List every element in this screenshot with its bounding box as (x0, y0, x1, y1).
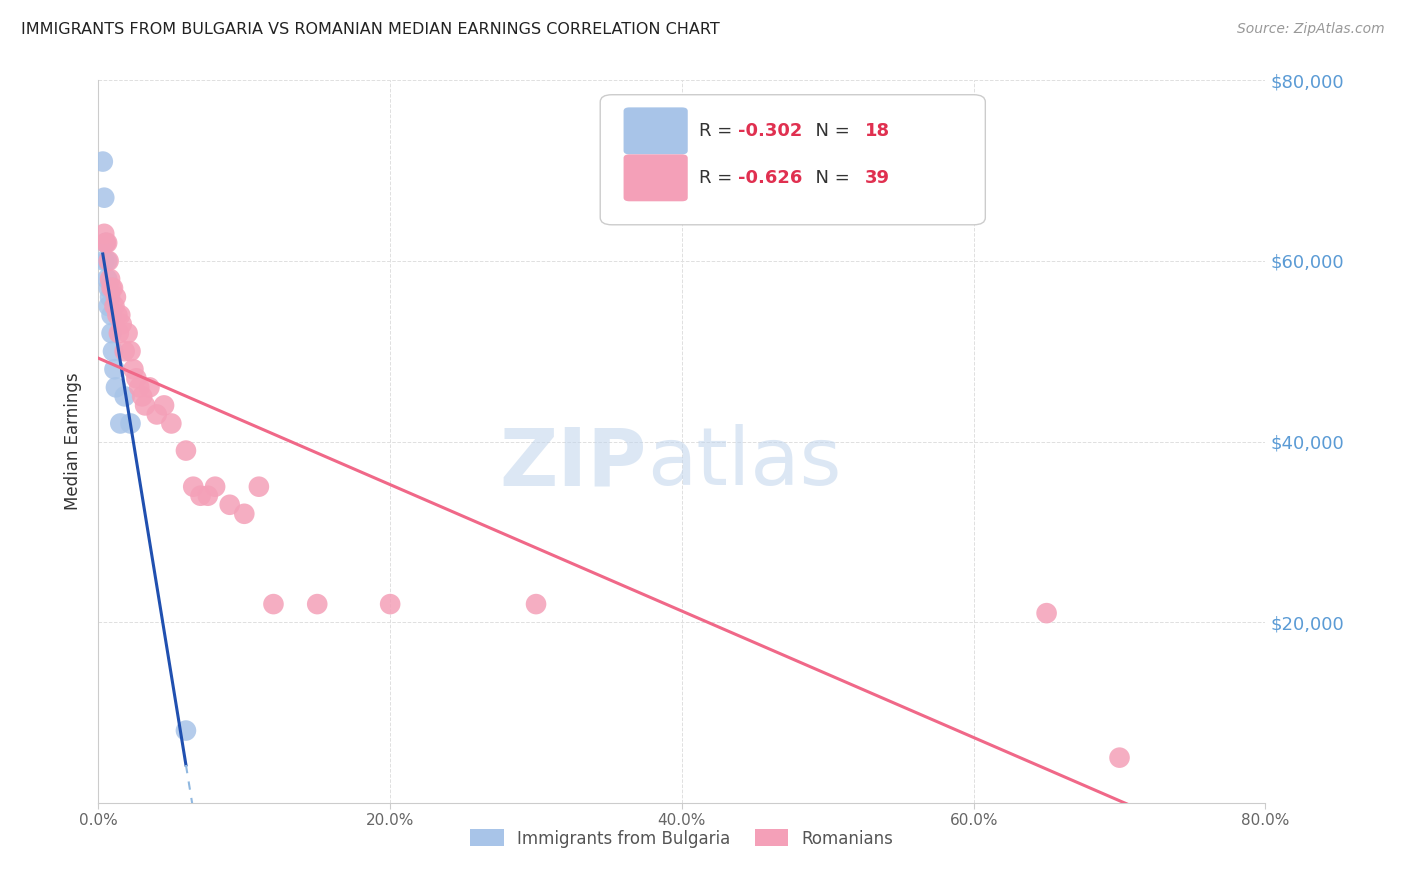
Point (174, 443, 197, 458)
Text: IMMIGRANTS FROM BULGARIA VS ROMANIAN MEDIAN EARNINGS CORRELATION CHART: IMMIGRANTS FROM BULGARIA VS ROMANIAN MED… (21, 22, 720, 37)
FancyBboxPatch shape (624, 107, 688, 154)
Point (105, 308, 128, 322)
Point (122, 362, 145, 376)
Point (91, 154, 114, 169)
Point (103, 362, 125, 376)
Point (94, 235, 117, 250)
Point (98, 290, 121, 304)
Point (181, 480, 204, 494)
Text: Source: ZipAtlas.com: Source: ZipAtlas.com (1237, 22, 1385, 37)
Point (128, 380, 150, 394)
Text: R =: R = (699, 169, 738, 186)
Point (97, 281, 120, 295)
Point (104, 380, 127, 394)
Point (131, 389, 153, 403)
Text: 18: 18 (865, 122, 890, 140)
Point (117, 326, 139, 340)
Point (101, 344, 124, 359)
FancyBboxPatch shape (600, 95, 986, 225)
Point (98, 272, 121, 286)
Point (108, 326, 131, 340)
Point (233, 507, 256, 521)
Text: atlas: atlas (647, 425, 841, 502)
Point (218, 498, 240, 512)
Point (1108, 750, 1130, 764)
Point (160, 417, 183, 431)
Text: -0.626: -0.626 (738, 169, 803, 186)
Text: -0.302: -0.302 (738, 122, 803, 140)
Point (190, 489, 212, 503)
Point (93, 191, 115, 205)
Point (96, 272, 118, 286)
Point (120, 417, 142, 431)
Point (380, 597, 402, 611)
Point (100, 281, 122, 295)
Point (120, 344, 142, 359)
Point (101, 281, 124, 295)
Point (104, 290, 127, 304)
Point (125, 371, 148, 385)
Point (114, 389, 136, 403)
Point (111, 317, 134, 331)
Text: 39: 39 (865, 169, 890, 186)
Point (97, 299, 120, 313)
Point (1035, 606, 1057, 620)
Point (100, 308, 122, 322)
Y-axis label: Median Earnings: Median Earnings (65, 373, 83, 510)
Point (134, 398, 156, 412)
Point (96, 253, 118, 268)
Point (114, 344, 136, 359)
Point (197, 489, 219, 503)
FancyBboxPatch shape (624, 154, 688, 202)
Text: R =: R = (699, 122, 738, 140)
Point (307, 597, 329, 611)
Point (96, 235, 118, 250)
Point (524, 597, 547, 611)
Point (153, 398, 176, 412)
Point (247, 480, 270, 494)
Point (100, 326, 122, 340)
Point (110, 308, 132, 322)
Point (93, 227, 115, 241)
Point (97, 253, 120, 268)
Point (138, 380, 160, 394)
Text: N =: N = (804, 169, 856, 186)
Text: N =: N = (804, 122, 856, 140)
Legend: Immigrants from Bulgaria, Romanians: Immigrants from Bulgaria, Romanians (461, 821, 903, 856)
Text: ZIP: ZIP (499, 425, 647, 502)
Point (110, 417, 132, 431)
Point (103, 299, 125, 313)
Point (146, 408, 169, 422)
Point (204, 480, 226, 494)
Point (174, 723, 197, 738)
Point (262, 597, 284, 611)
Point (93, 253, 115, 268)
Point (94, 235, 117, 250)
